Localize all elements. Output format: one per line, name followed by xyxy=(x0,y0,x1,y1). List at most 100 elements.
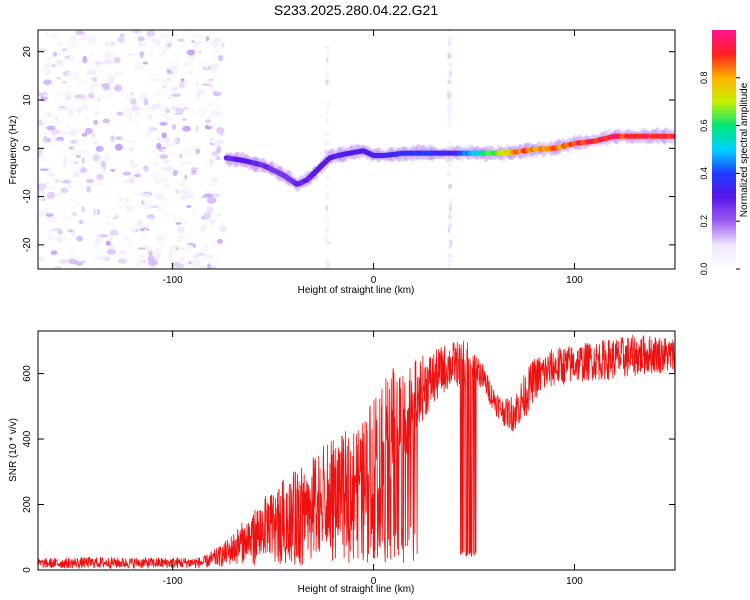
noise-blob xyxy=(130,30,141,34)
noise-blob xyxy=(48,226,57,230)
noise-blob xyxy=(73,161,80,165)
noise-blob xyxy=(203,93,212,99)
noise-blob xyxy=(186,49,196,56)
noise-blob xyxy=(74,141,80,147)
noise-blob xyxy=(46,191,56,200)
noise-blob xyxy=(163,261,172,268)
noise-blob xyxy=(182,260,188,264)
noise-blob xyxy=(128,257,138,262)
noise-blob xyxy=(166,61,174,65)
noise-blob xyxy=(100,238,105,244)
noise-blob xyxy=(137,254,146,259)
noise-blob xyxy=(165,212,173,218)
noise-blob xyxy=(207,180,214,187)
noise-blob xyxy=(64,55,70,59)
colorbar-tick-label: 0.0 xyxy=(699,263,709,276)
noise-blob xyxy=(47,236,52,240)
noise-blob xyxy=(195,48,202,54)
y-tick-label: 400 xyxy=(22,430,33,447)
noise-blob xyxy=(50,250,58,255)
streak-blob xyxy=(448,205,453,211)
streak-blob xyxy=(449,202,453,206)
noise-blob xyxy=(115,207,124,211)
noise-blob xyxy=(47,216,57,224)
streak-blob xyxy=(448,239,453,247)
noise-blob xyxy=(207,80,216,84)
noise-blob xyxy=(209,158,214,163)
noise-blob xyxy=(50,41,60,46)
noise-blob xyxy=(87,93,94,99)
noise-blob xyxy=(123,111,128,117)
noise-blob xyxy=(215,139,225,144)
noise-blob xyxy=(175,189,180,194)
noise-blob xyxy=(203,161,211,169)
noise-blob xyxy=(216,213,221,218)
noise-blob xyxy=(56,76,61,80)
noise-blob xyxy=(110,41,116,46)
noise-blob xyxy=(131,54,141,60)
noise-blob xyxy=(137,219,143,226)
noise-blob xyxy=(101,50,109,57)
noise-blob xyxy=(153,91,164,98)
noise-blob xyxy=(214,85,224,93)
streak-blob xyxy=(447,254,453,258)
noise-blob xyxy=(103,171,114,176)
noise-blob xyxy=(193,34,203,40)
noise-blob xyxy=(67,232,72,237)
noise-blob xyxy=(105,240,111,246)
noise-blob xyxy=(123,47,132,53)
noise-blob xyxy=(52,141,58,147)
streak-blob xyxy=(448,223,453,228)
noise-blob xyxy=(207,219,217,222)
noise-blob xyxy=(163,254,167,260)
noise-blob xyxy=(54,117,58,120)
noise-blob xyxy=(56,45,65,51)
noise-blob xyxy=(146,30,155,37)
noise-blob xyxy=(93,119,99,125)
noise-blob xyxy=(79,78,89,85)
noise-blob xyxy=(74,94,85,99)
colorbar-ticks: 0.0 0.2 0.4 0.6 0.8 xyxy=(699,72,740,276)
noise-blob xyxy=(54,138,61,142)
noise-blob xyxy=(121,113,126,121)
noise-blob xyxy=(191,259,202,267)
noise-blob xyxy=(127,53,137,57)
noise-blob xyxy=(152,178,162,184)
noise-blob xyxy=(48,238,57,242)
noise-blob xyxy=(93,208,97,216)
noise-blob xyxy=(189,173,195,177)
noise-blob xyxy=(108,213,116,218)
noise-blob xyxy=(143,98,149,106)
noise-blob xyxy=(60,187,69,194)
streak-blob xyxy=(446,170,452,177)
noise-blob xyxy=(210,64,217,69)
noise-blob xyxy=(186,40,193,46)
noise-blob xyxy=(156,235,164,242)
noise-blob xyxy=(157,233,168,241)
noise-blob xyxy=(73,62,83,67)
noise-blob xyxy=(207,140,217,143)
noise-blob xyxy=(169,265,178,269)
y-tick-label: 0 xyxy=(22,145,33,151)
noise-blob xyxy=(176,235,183,243)
streak-blob xyxy=(325,184,330,189)
colorbar-tick-label: 0.4 xyxy=(699,167,709,180)
noise-blob xyxy=(110,150,118,154)
noise-blob xyxy=(106,94,115,102)
streak-blob xyxy=(325,204,329,212)
noise-blob xyxy=(80,185,87,189)
noise-blob xyxy=(106,176,117,183)
noise-blob xyxy=(51,64,56,67)
noise-blob xyxy=(202,188,210,193)
noise-blob xyxy=(107,121,112,129)
noise-blob xyxy=(110,135,115,143)
noise-blob xyxy=(147,265,153,269)
noise-blob xyxy=(216,72,222,79)
noise-blob xyxy=(86,34,94,38)
noise-blob xyxy=(91,102,98,108)
noise-blob xyxy=(43,158,50,162)
noise-blob xyxy=(65,124,72,128)
noise-blob xyxy=(133,204,139,213)
noise-blob xyxy=(58,235,68,241)
noise-blob xyxy=(112,30,120,38)
